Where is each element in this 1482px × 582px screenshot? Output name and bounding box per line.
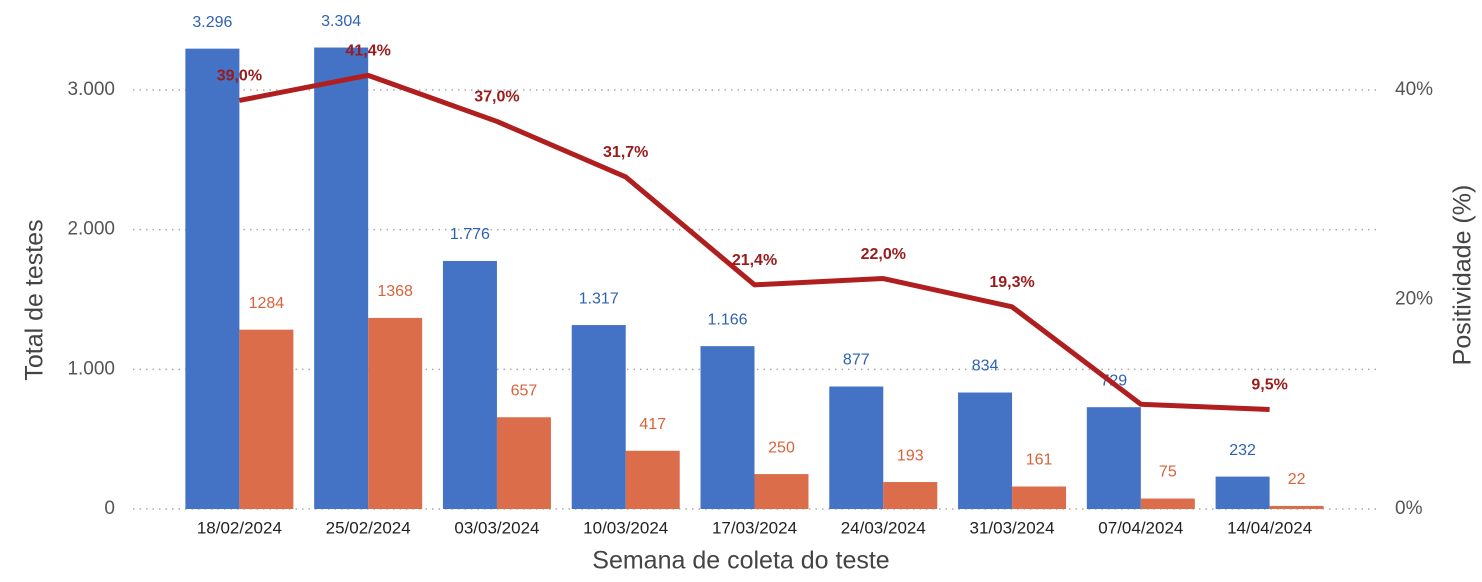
bar [1215,476,1270,509]
y-tick-label: 3.000 [67,79,115,100]
y2-axis-title: Positividade (%) [1449,185,1477,366]
line-value-label: 31,7% [603,144,648,161]
bar-value-label: 1.166 [707,311,747,328]
line-value-label: 9,5% [1251,377,1287,394]
y-axis-title: Total de testes [21,219,49,380]
x-tick-label: 14/04/2024 [1227,518,1312,537]
line-value-label: 39,0% [217,68,262,85]
y-tick-label: 1.000 [67,358,115,379]
x-tick-label: 17/03/2024 [712,518,797,537]
line-value-label: 19,3% [989,274,1034,291]
bar [239,329,294,509]
bar [314,47,369,510]
bar-value-label: 1368 [377,283,413,300]
y2-tick-label: 0% [1395,498,1423,519]
line-value-label: 37,0% [474,89,519,106]
bar [442,260,497,509]
bar [829,386,884,509]
x-axis-title: Semana de coleta do teste [592,547,889,575]
bar-value-label: 3.304 [321,13,361,30]
bar [571,325,626,509]
x-tick-label: 24/03/2024 [841,518,926,537]
bar-value-label: 193 [897,447,924,464]
bar [754,474,809,509]
y-tick-label: 2.000 [67,219,115,240]
x-tick-label: 10/03/2024 [583,518,668,537]
bar [700,346,755,509]
bar-value-label: 834 [972,358,999,375]
bar [1269,505,1324,509]
bar [1012,486,1067,509]
bar [625,450,680,509]
x-tick-label: 25/02/2024 [326,518,411,537]
y-tick-label: 0 [104,498,115,519]
bar [496,417,551,509]
line-value-label: 41,4% [345,43,390,60]
bar [883,482,938,509]
bar-value-label: 417 [639,416,666,433]
bar-value-label: 3.296 [192,14,232,31]
line [238,72,1270,412]
x-tick-label: 07/04/2024 [1098,518,1183,537]
x-tick-label: 31/03/2024 [970,518,1055,537]
line-value-label: 22,0% [861,246,906,263]
line-value-label: 21,4% [732,252,777,269]
bar-value-label: 877 [843,352,870,369]
y2-tick-label: 20% [1395,289,1433,310]
bar-value-label: 1.317 [579,290,619,307]
bar-value-label: 161 [1026,452,1053,469]
bar-value-label: 1.776 [450,226,490,243]
x-tick-label: 18/02/2024 [197,518,282,537]
bar [1086,407,1141,509]
bar-value-label: 1284 [249,295,285,312]
bar-value-label: 657 [511,382,538,399]
bar-value-label: 75 [1159,464,1177,481]
bar [368,317,423,509]
bar-value-label: 250 [768,439,795,456]
bar-value-label: 22 [1288,471,1306,488]
y2-tick-label: 40% [1395,79,1433,100]
bar [958,392,1013,509]
bar [1140,498,1195,509]
bar-value-label: 232 [1229,442,1256,459]
bar [185,48,240,510]
x-tick-label: 03/03/2024 [454,518,539,537]
